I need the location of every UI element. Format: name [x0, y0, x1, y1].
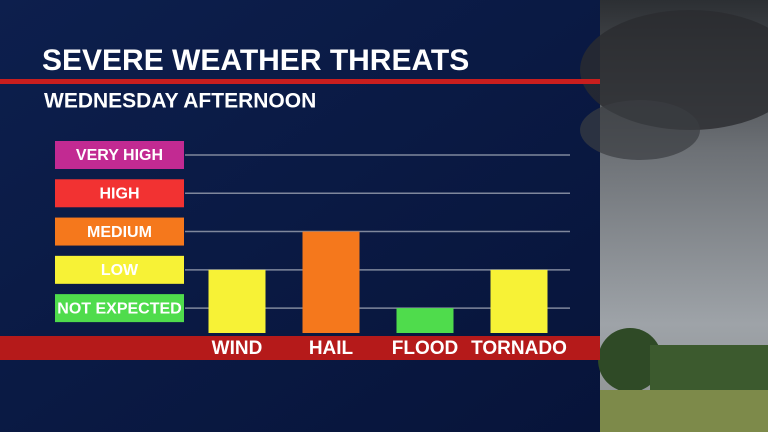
bar	[396, 308, 454, 333]
y-tick-box	[55, 217, 184, 246]
y-tick-box	[55, 141, 184, 169]
x-tick-label: FLOOD	[392, 338, 459, 359]
y-tick-box	[55, 255, 184, 284]
x-tick-label: TORNADO	[471, 338, 567, 359]
y-tick-box	[55, 294, 184, 323]
category-band	[0, 336, 600, 360]
y-tick-label: NOT EXPECTED	[57, 300, 181, 317]
y-tick-label: HIGH	[100, 185, 140, 202]
chart-title: SEVERE WEATHER THREATS	[42, 44, 469, 77]
y-tick-label: VERY HIGH	[76, 147, 163, 164]
y-tick-label: LOW	[101, 262, 139, 279]
bar	[208, 269, 266, 333]
chart-subtitle: WEDNESDAY AFTERNOON	[44, 90, 316, 113]
bar	[490, 269, 548, 333]
y-tick-label: MEDIUM	[87, 224, 152, 241]
y-tick-box	[55, 179, 184, 208]
x-tick-label: WIND	[212, 338, 263, 359]
title-rule	[0, 79, 600, 84]
bar	[302, 231, 360, 333]
x-tick-label: HAIL	[309, 338, 354, 359]
photo	[580, 0, 768, 432]
